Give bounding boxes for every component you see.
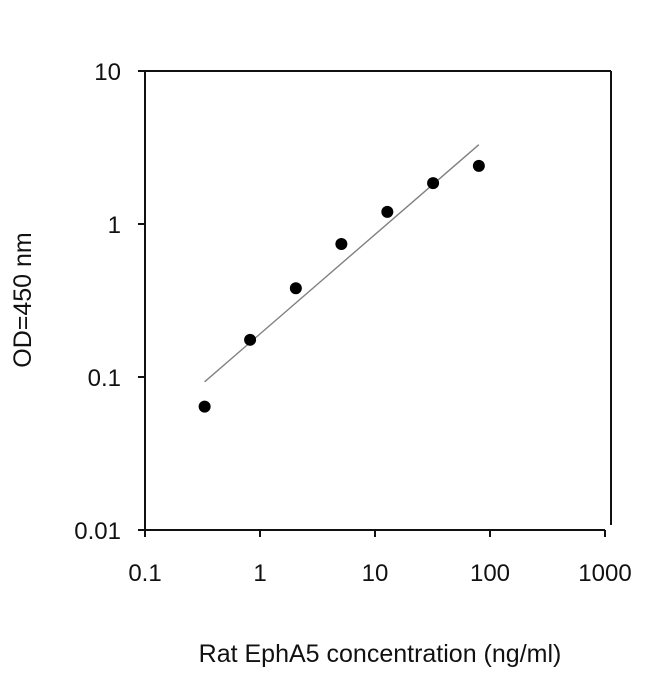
data-point-marker <box>427 177 440 190</box>
x-tick-label: 10 <box>362 560 389 587</box>
data-point-marker <box>198 400 211 413</box>
y-axis-title: OD=450 nm <box>9 232 37 368</box>
x-tick-label: 1 <box>253 560 266 587</box>
y-tick-label: 0.1 <box>88 365 121 392</box>
data-point-marker <box>472 159 485 172</box>
data-point-marker <box>381 205 394 218</box>
y-tick-label: 10 <box>94 59 121 86</box>
x-tick-label: 0.1 <box>128 560 161 587</box>
plot-frame <box>144 70 612 531</box>
y-axis-ticks: 0.01 0.1 1 10 <box>74 59 145 545</box>
data-point-marker <box>289 282 302 295</box>
data-point-marker <box>335 238 348 251</box>
y-tick-label: 0.01 <box>74 518 121 545</box>
x-tick-label: 1000 <box>578 560 631 587</box>
y-tick-label: 1 <box>108 212 121 239</box>
data-points <box>198 159 485 413</box>
x-axis-ticks: 0.1 1 10 100 1000 <box>128 530 632 587</box>
x-tick-label: 100 <box>470 560 510 587</box>
data-point-marker <box>244 333 257 346</box>
x-axis-title: Rat EphA5 concentration (ng/ml) <box>199 640 562 668</box>
